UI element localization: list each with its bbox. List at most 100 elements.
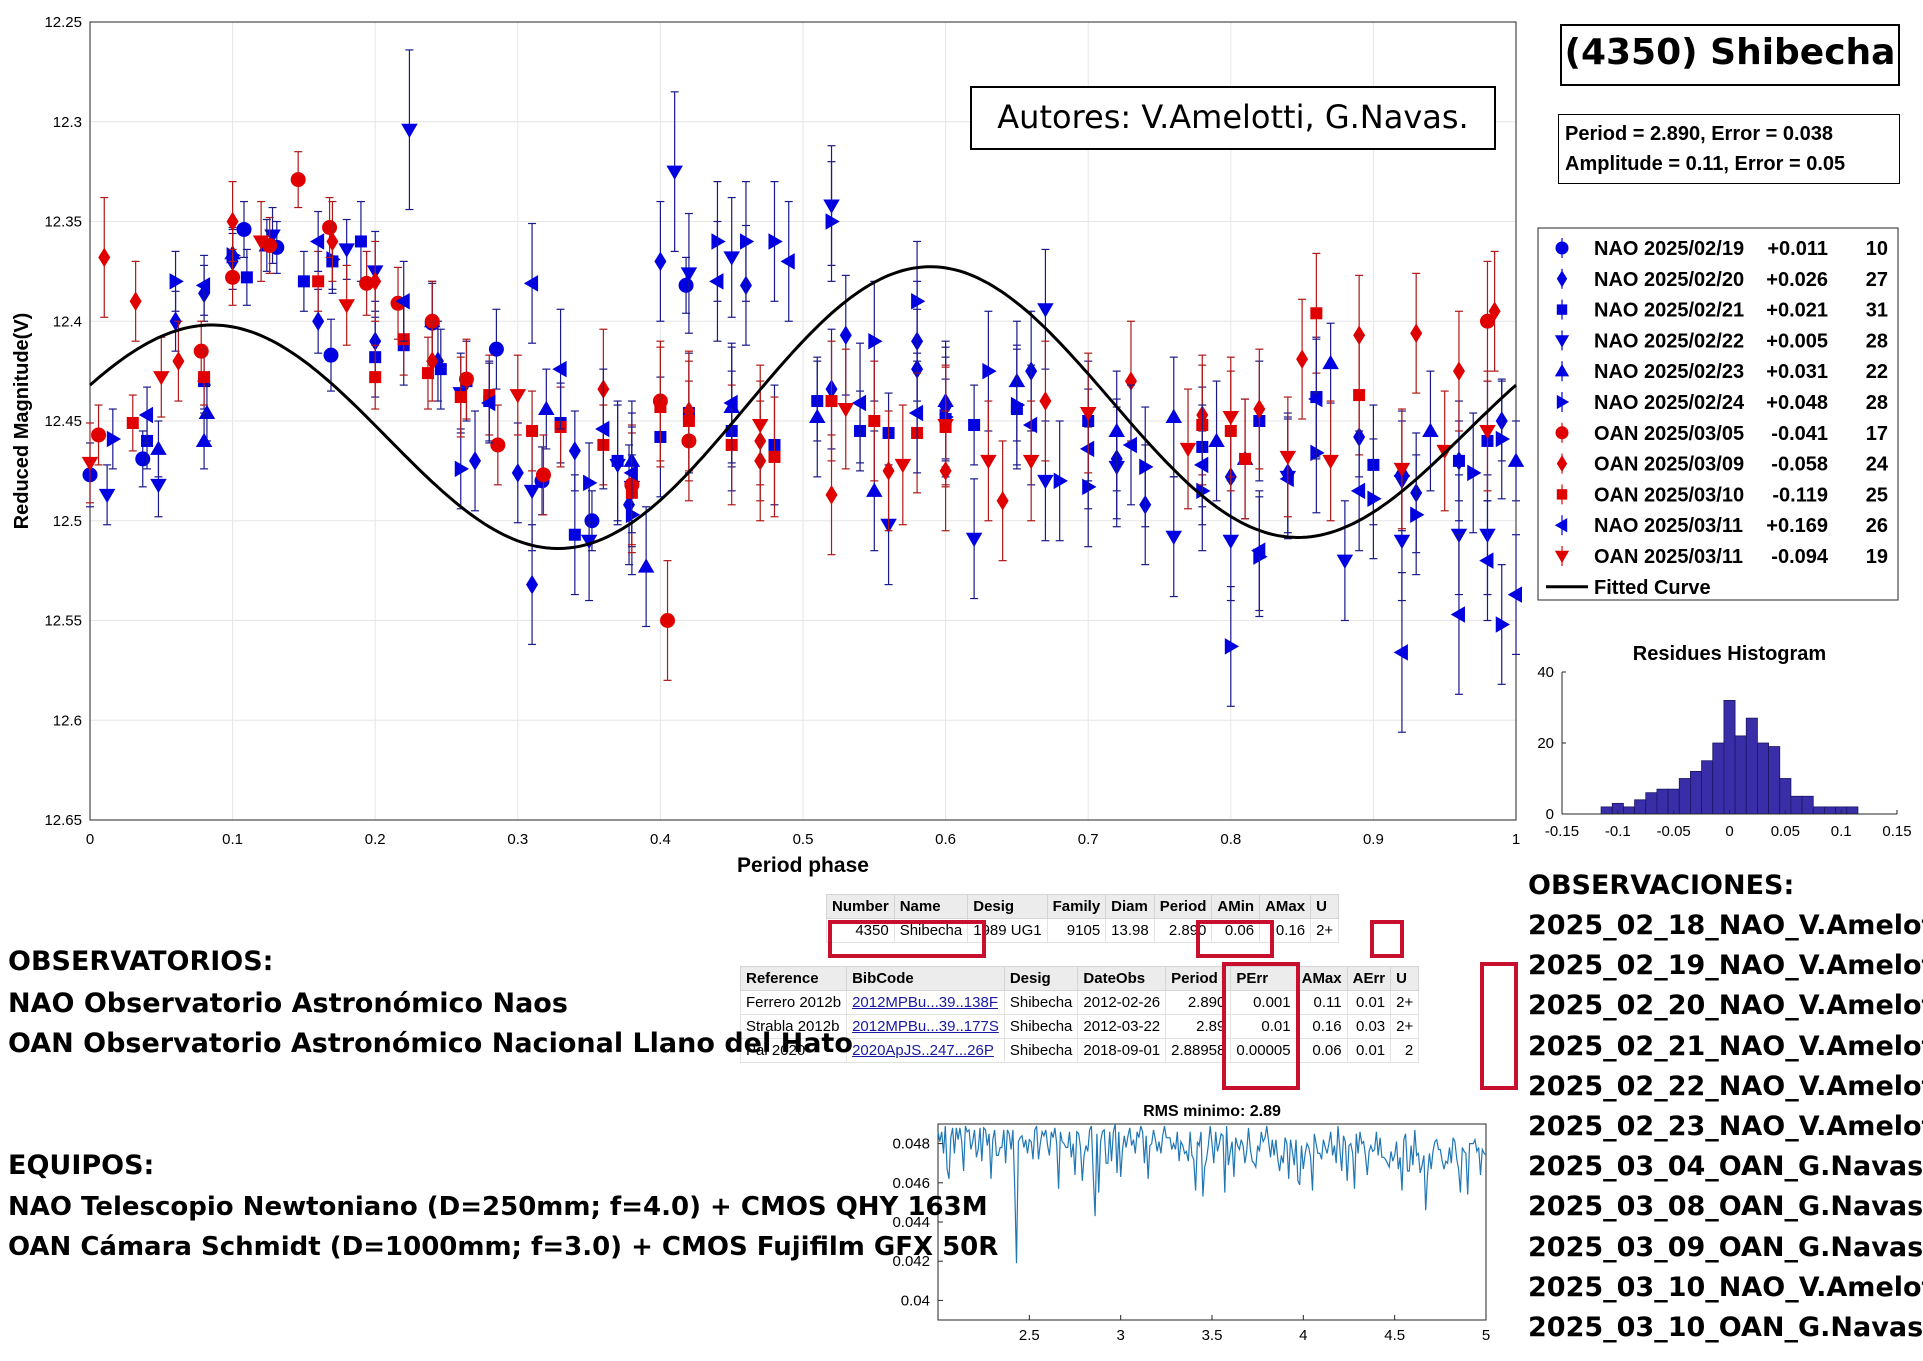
data-point	[1022, 454, 1040, 470]
data-point	[1350, 482, 1366, 500]
data-point	[195, 277, 211, 294]
x-tick-label: 0.7	[1078, 831, 1099, 848]
legend-marker	[1555, 241, 1569, 255]
rms-y-tick-label: 0.04	[901, 1292, 930, 1309]
data-point	[1495, 616, 1510, 633]
data-point	[1488, 301, 1501, 322]
rms-y-tick-label: 0.048	[892, 1136, 930, 1153]
histogram-y-tick-label: 20	[1537, 735, 1554, 752]
chart-title: (4350) Shibecha	[1564, 32, 1896, 73]
data-point	[709, 273, 724, 290]
table2-header: AMax	[1295, 966, 1348, 991]
fitted-curve	[89, 265, 1517, 550]
rms-x-tick-label: 4.5	[1384, 1327, 1405, 1344]
data-point	[768, 233, 783, 250]
table2-cell: 2.89	[1165, 1014, 1232, 1039]
data-point	[1410, 323, 1423, 343]
data-point	[908, 404, 924, 422]
data-point	[338, 299, 355, 314]
legend-fit-label: Fitted Curve	[1594, 577, 1711, 599]
table2-cell: 0.16	[1295, 1014, 1348, 1039]
data-point	[454, 391, 467, 404]
data-point	[780, 253, 795, 270]
table2-cell: 2+	[1390, 1014, 1420, 1039]
data-point	[1296, 349, 1309, 369]
table2-header: PErr	[1230, 966, 1297, 991]
data-point	[129, 291, 142, 312]
histogram-bar	[1757, 742, 1769, 815]
data-point	[1353, 389, 1366, 402]
data-point	[911, 293, 926, 310]
data-point	[1507, 452, 1525, 467]
data-point	[1224, 638, 1240, 655]
data-point	[172, 351, 185, 371]
data-point	[1410, 506, 1425, 524]
histogram-x-tick-label: -0.05	[1657, 823, 1691, 840]
legend-entry-offset: -0.058	[1771, 454, 1828, 476]
data-point	[552, 360, 567, 378]
data-point	[1393, 462, 1411, 478]
highlight-period	[1196, 920, 1274, 958]
data-point	[1310, 307, 1323, 320]
data-point	[839, 325, 852, 345]
observacion-item: 2025_03_08_OAN_G.Navas	[1528, 1191, 1923, 1223]
data-point	[1079, 407, 1097, 422]
bibcode-link[interactable]: 2012MPBu...39..138F	[846, 990, 1005, 1015]
table-row: Pal 2020 2020ApJS..247...26P Shibecha 2018-…	[739, 1038, 1420, 1063]
table1-header: Number	[826, 894, 895, 919]
data-point	[1322, 454, 1339, 470]
data-point	[326, 231, 339, 252]
legend-entry-count: 27	[1866, 269, 1888, 291]
rms-x-tick-label: 3	[1116, 1327, 1124, 1344]
data-point	[225, 269, 241, 285]
bibcode-link[interactable]: 2020ApJS..247...26P	[846, 1038, 1005, 1063]
highlight-ref-period	[1222, 962, 1300, 1090]
data-point	[511, 463, 524, 483]
table2-cell: 0.06	[1295, 1038, 1348, 1063]
series-10	[81, 200, 1496, 530]
histogram-x-tick-label: 0.05	[1771, 823, 1800, 840]
bibcode-link[interactable]: 2012MPBu...39..177S	[846, 1014, 1005, 1039]
data-point	[723, 394, 738, 412]
legend-marker	[1556, 270, 1568, 288]
rms-y-tick-label: 0.046	[892, 1175, 930, 1192]
legend-entry-count: 28	[1866, 392, 1888, 414]
y-tick-label: 12.5	[53, 513, 82, 530]
data-point	[312, 275, 325, 288]
observacion-item: 2025_03_09_OAN_G.Navas	[1528, 1231, 1923, 1263]
data-point	[568, 528, 581, 541]
authors-text: Autores: V.Amelotti, G.Navas.	[997, 98, 1469, 136]
table1-header: U	[1310, 894, 1340, 919]
data-point	[584, 513, 600, 529]
data-point	[1208, 432, 1225, 447]
data-point	[1479, 552, 1494, 569]
data-point	[138, 406, 154, 424]
table2-cell: 2012-03-22	[1077, 1014, 1167, 1039]
table2-cell: 2.890	[1165, 990, 1232, 1015]
data-point	[1037, 303, 1054, 318]
table2-header: Desig	[1003, 966, 1079, 991]
table2-cell: Ferrero 2012b	[739, 990, 848, 1015]
table1-header: Family	[1046, 894, 1107, 919]
data-point	[866, 482, 883, 497]
histogram-title: Residues Histogram	[1633, 643, 1826, 665]
histogram-bar	[1600, 806, 1613, 815]
data-point	[1479, 424, 1496, 440]
legend-entry-name: NAO 2025/02/22	[1594, 330, 1744, 352]
data-point	[583, 474, 598, 492]
table2-header: Period	[1165, 966, 1232, 991]
table2-header: Reference	[739, 966, 848, 991]
observacion-item: 2025_02_22_NAO_V.Amelotti	[1528, 1070, 1923, 1102]
data-point	[193, 343, 209, 359]
data-point	[595, 420, 610, 438]
data-point	[488, 341, 504, 357]
y-tick-label: 12.25	[44, 14, 82, 31]
observacion-item: 2025_02_19_NAO_V.Amelotti	[1528, 950, 1923, 982]
histogram-x-tick-label: 0.1	[1831, 823, 1852, 840]
legend-marker	[1556, 455, 1568, 473]
data-point	[996, 491, 1009, 511]
data-point	[1222, 411, 1240, 426]
data-point	[98, 488, 116, 504]
fit-info-box: Period = 2.890, Error = 0.038 Amplitude …	[1558, 114, 1900, 184]
observaciones-heading: OBSERVACIONES:	[1528, 870, 1795, 901]
